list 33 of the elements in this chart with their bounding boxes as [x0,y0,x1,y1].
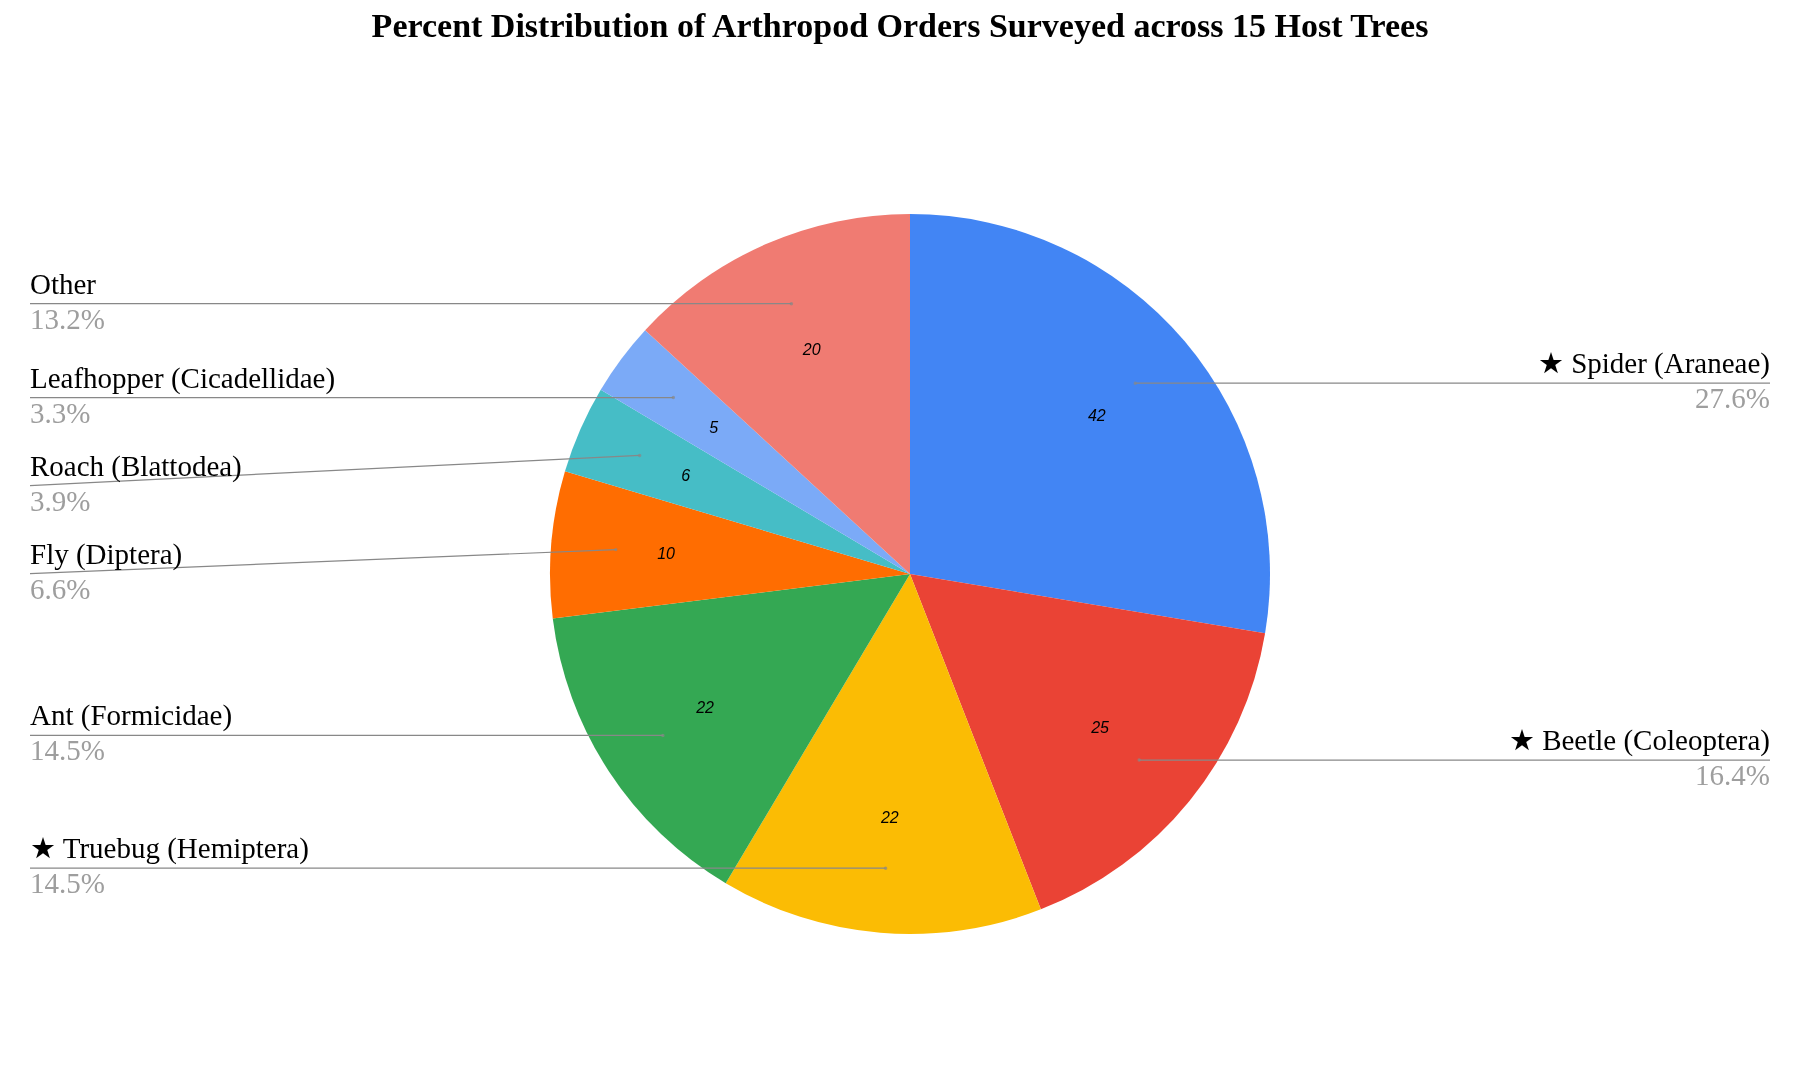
pie-slice [645,214,910,574]
data-label: 22 [879,808,899,826]
text: 27.6% [1695,382,1770,415]
pie-slice [910,214,1270,634]
pie-slice [910,574,1266,910]
data-label: 6 [681,466,691,484]
pie-slice [600,330,910,574]
slice-label: Ant (Formicidae) [30,699,233,733]
pie-slice [725,574,1041,934]
text: 14.5% [30,867,105,900]
slice-label: ★ Beetle (Coleoptera) [1508,724,1770,758]
text: 16.4% [1695,759,1770,792]
text: 3.3% [30,396,91,429]
text: 3.9% [30,484,91,517]
pie-slice [552,574,910,884]
chart-title: Percent Distribution of Arthropod Orders Surveyed across 15 Host Trees [371,7,1429,44]
slice-label: ★ Truebug (Hemiptera) [30,832,309,866]
data-label: 10 [657,544,676,562]
data-label: 5 [709,418,719,436]
text: 6.6% [30,572,91,605]
slice-label: Other [30,267,97,300]
text: 13.2% [30,302,105,335]
slice-label: Fly (Diptera) [30,537,183,571]
data-label: 22 [695,698,715,716]
slice-label: Leafhopper (Cicadellidae) [30,361,336,395]
text: 14.5% [30,734,105,767]
slice-label: Roach (Blattodea) [30,449,242,483]
data-label: 25 [1090,719,1110,737]
pie-slice [550,471,910,619]
slice-label: ★ Spider (Araneae) [1537,347,1770,381]
pie-slice [564,389,910,574]
data-label: 42 [1087,406,1106,424]
data-label: 20 [801,340,821,358]
